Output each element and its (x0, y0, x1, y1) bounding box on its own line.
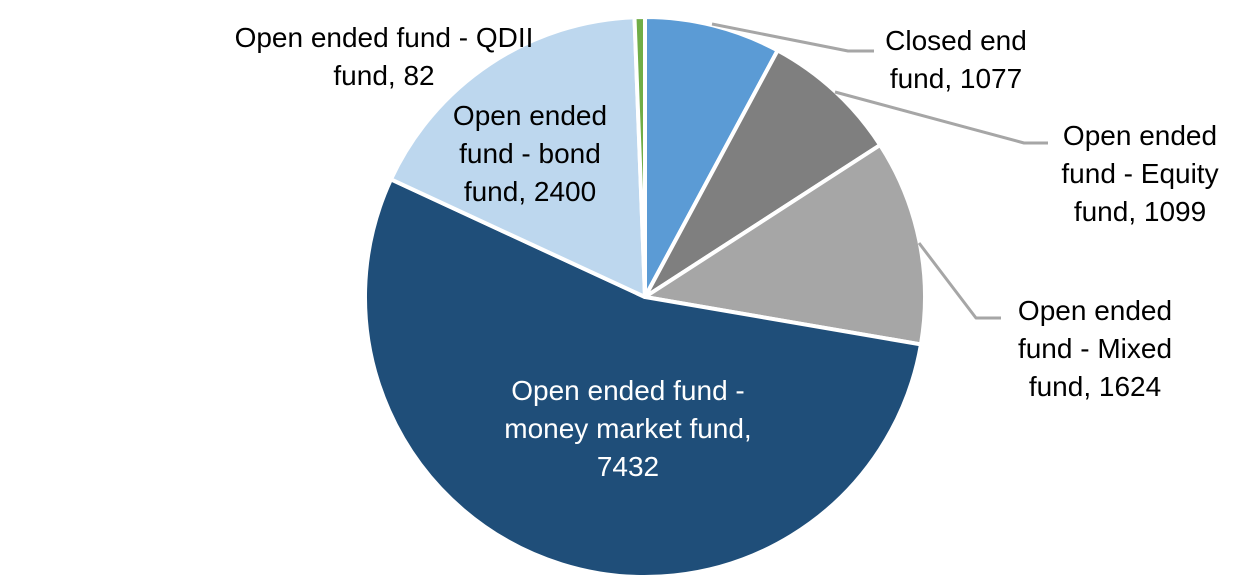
leader-line-closed-end-fund (711, 22, 874, 53)
data-label-open-ended-fund-mixed-fund: Open ended fund - Mixed fund, 1624 (1018, 295, 1172, 402)
pie-slice-open-ended-fund-bond-fund (388, 15, 647, 299)
data-label-open-ended-fund-money-market-fund: Open ended fund -money market fund, 7432 (504, 375, 751, 482)
data-label-open-ended-fund-qdii-fund: Open ended fund - QDII fund, 82 (235, 22, 534, 91)
data-label-open-ended-fund-bond-fund: Open ended fund - bond fund, 2400 (453, 100, 607, 207)
pie-slice-open-ended-fund-mixed-fund (643, 143, 927, 347)
pie-slice-open-ended-fund-equity-fund (643, 48, 883, 299)
leader-line-open-ended-fund-mixed-fund (917, 242, 1001, 320)
pie-slice-open-ended-fund-qdii-fund (632, 15, 647, 299)
data-label-closed-end-fund: Closed end fund, 1077 (885, 25, 1027, 94)
pie-slice-open-ended-fund-money-market-fund (363, 177, 923, 579)
leader-line-open-ended-fund-equity-fund (834, 90, 1048, 145)
data-label-open-ended-fund-equity-fund: Open ended fund - Equity fund, 1099 (1061, 120, 1218, 227)
